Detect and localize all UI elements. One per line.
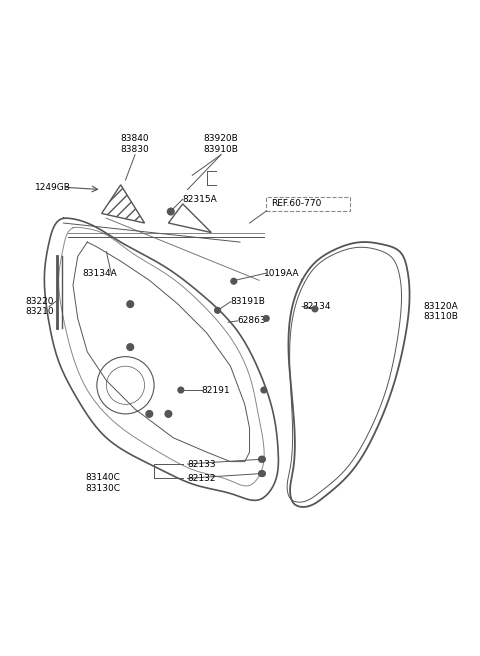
- Circle shape: [178, 387, 184, 393]
- Text: 82132: 82132: [188, 474, 216, 483]
- Circle shape: [231, 278, 237, 284]
- Text: 83120A
83110B: 83120A 83110B: [424, 302, 458, 321]
- Text: 82191: 82191: [202, 386, 230, 394]
- Circle shape: [127, 301, 133, 308]
- Text: 83134A: 83134A: [83, 268, 117, 277]
- Text: 83220
83210: 83220 83210: [25, 297, 54, 316]
- Circle shape: [260, 457, 265, 462]
- Circle shape: [264, 316, 269, 321]
- Circle shape: [260, 471, 265, 476]
- Circle shape: [259, 471, 264, 476]
- Circle shape: [146, 411, 153, 417]
- Circle shape: [127, 344, 133, 350]
- Circle shape: [215, 308, 220, 313]
- Text: 83140C
83130C: 83140C 83130C: [85, 474, 120, 493]
- Text: 1019AA: 1019AA: [264, 268, 300, 277]
- Text: 82315A: 82315A: [183, 195, 217, 203]
- Text: 62863: 62863: [238, 316, 266, 325]
- Text: 82133: 82133: [188, 459, 216, 468]
- Text: 83191B: 83191B: [230, 297, 265, 306]
- Text: 83920B
83910B: 83920B 83910B: [204, 134, 239, 154]
- Circle shape: [165, 411, 172, 417]
- Text: 83840
83830: 83840 83830: [120, 134, 149, 154]
- Text: REF.60-770: REF.60-770: [271, 199, 322, 209]
- Circle shape: [312, 306, 318, 312]
- Circle shape: [168, 208, 174, 215]
- Text: 1249GB: 1249GB: [35, 183, 71, 192]
- Circle shape: [261, 387, 267, 393]
- Circle shape: [259, 457, 264, 462]
- Text: 82134: 82134: [302, 302, 331, 311]
